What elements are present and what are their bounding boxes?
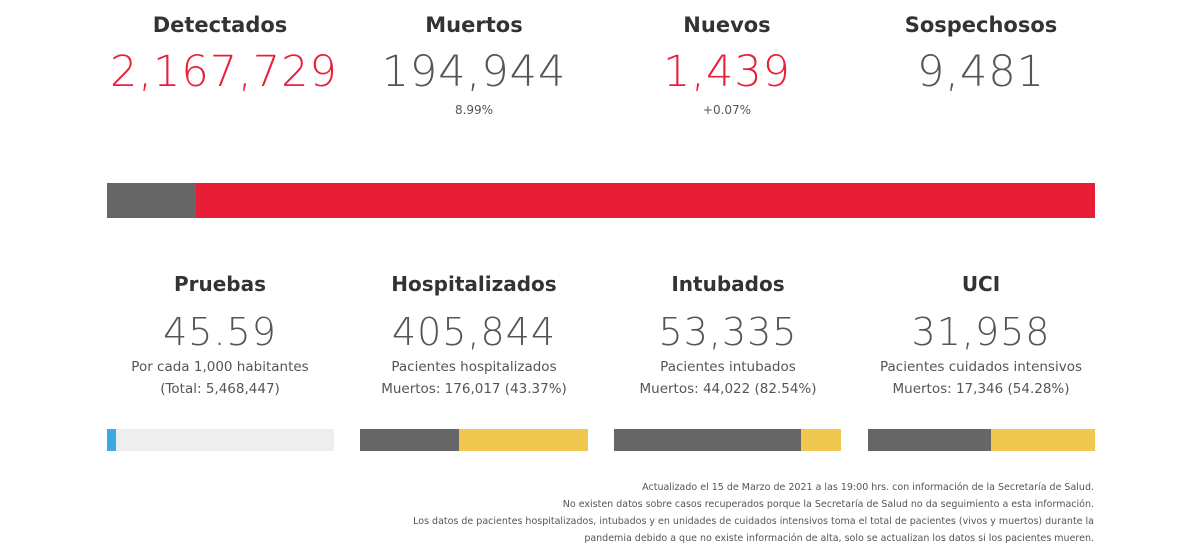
stat-label: Intubados <box>671 272 785 296</box>
stat-hospitalizados: Hospitalizados 405,844 Pacientes hospita… <box>360 272 588 400</box>
stat-percentage: +0.07% <box>702 103 752 117</box>
detectados-muertos-bar <box>107 183 1095 218</box>
stat-label: Hospitalizados <box>391 272 557 296</box>
stat-description-line2: Muertos: 44,022 (82.54%) <box>639 381 817 397</box>
stat-value: 1,439 <box>662 47 792 97</box>
stat-value: 31,958 <box>911 310 1051 354</box>
stat-muertos: Muertos 194,944 8.99% <box>364 13 584 117</box>
stat-description: Pacientes hospitalizados Muertos: 176,01… <box>360 356 588 400</box>
stat-nuevos: Nuevos 1,439 +0.07% <box>617 13 837 117</box>
intubados-bar <box>614 429 841 451</box>
stat-label: Pruebas <box>173 272 267 296</box>
stat-description-line1: Pacientes intubados <box>660 359 796 375</box>
stat-value: 2,167,729 <box>110 47 338 97</box>
stat-label: Detectados <box>152 13 288 37</box>
stat-description: Pacientes cuidados intensivos Muertos: 1… <box>867 356 1095 400</box>
stat-value: 405,844 <box>391 310 557 354</box>
stat-label: Sospechosos <box>904 13 1058 37</box>
intubados-bar-fill <box>614 429 802 451</box>
stat-percentage: 8.99% <box>454 103 494 117</box>
stat-value: 45.59 <box>163 310 277 354</box>
stat-description-line1: Por cada 1,000 habitantes <box>131 359 309 375</box>
stat-value: 194,944 <box>381 47 567 97</box>
footer-note: No existen datos sobre casos recuperados… <box>562 499 1094 510</box>
stat-intubados: Intubados 53,335 Pacientes intubados Mue… <box>614 272 842 400</box>
stat-sospechosos: Sospechosos 9,481 <box>871 13 1091 97</box>
stat-description-line1: Pacientes cuidados intensivos <box>879 359 1083 375</box>
stat-description-line2: Muertos: 17,346 (54.28%) <box>892 381 1070 397</box>
footer-note: Los datos de pacientes hospitalizados, i… <box>413 516 1094 527</box>
footer-notes: Actualizado el 15 de Marzo de 2021 a las… <box>394 479 1094 547</box>
stat-description-line2: (Total: 5,468,447) <box>160 381 280 397</box>
uci-bar <box>868 429 1095 451</box>
footer-note: Actualizado el 15 de Marzo de 2021 a las… <box>642 482 1094 493</box>
stat-detectados: Detectados 2,167,729 <box>110 13 338 97</box>
stat-label: Muertos <box>425 13 523 37</box>
stat-description-line2: Muertos: 176,017 (43.37%) <box>381 381 567 397</box>
pruebas-bar <box>107 429 334 451</box>
hospitalizados-bar-fill <box>360 429 459 451</box>
uci-bar-fill <box>868 429 992 451</box>
stat-label: Nuevos <box>683 13 771 37</box>
stat-pruebas: Pruebas 45.59 Por cada 1,000 habitantes … <box>106 272 334 400</box>
muertos-bar-fill <box>107 183 196 218</box>
stat-description: Pacientes intubados Muertos: 44,022 (82.… <box>614 356 842 400</box>
pruebas-bar-fill <box>107 429 117 451</box>
stat-value: 9,481 <box>916 47 1046 97</box>
stat-uci: UCI 31,958 Pacientes cuidados intensivos… <box>867 272 1095 400</box>
hospitalizados-bar <box>360 429 588 451</box>
stat-description: Por cada 1,000 habitantes (Total: 5,468,… <box>106 356 334 400</box>
stat-description-line1: Pacientes hospitalizados <box>391 359 557 375</box>
footer-note: pandemia debido a que no existe informac… <box>584 533 1094 544</box>
stat-value: 53,335 <box>658 310 798 354</box>
stat-label: UCI <box>961 272 1001 296</box>
